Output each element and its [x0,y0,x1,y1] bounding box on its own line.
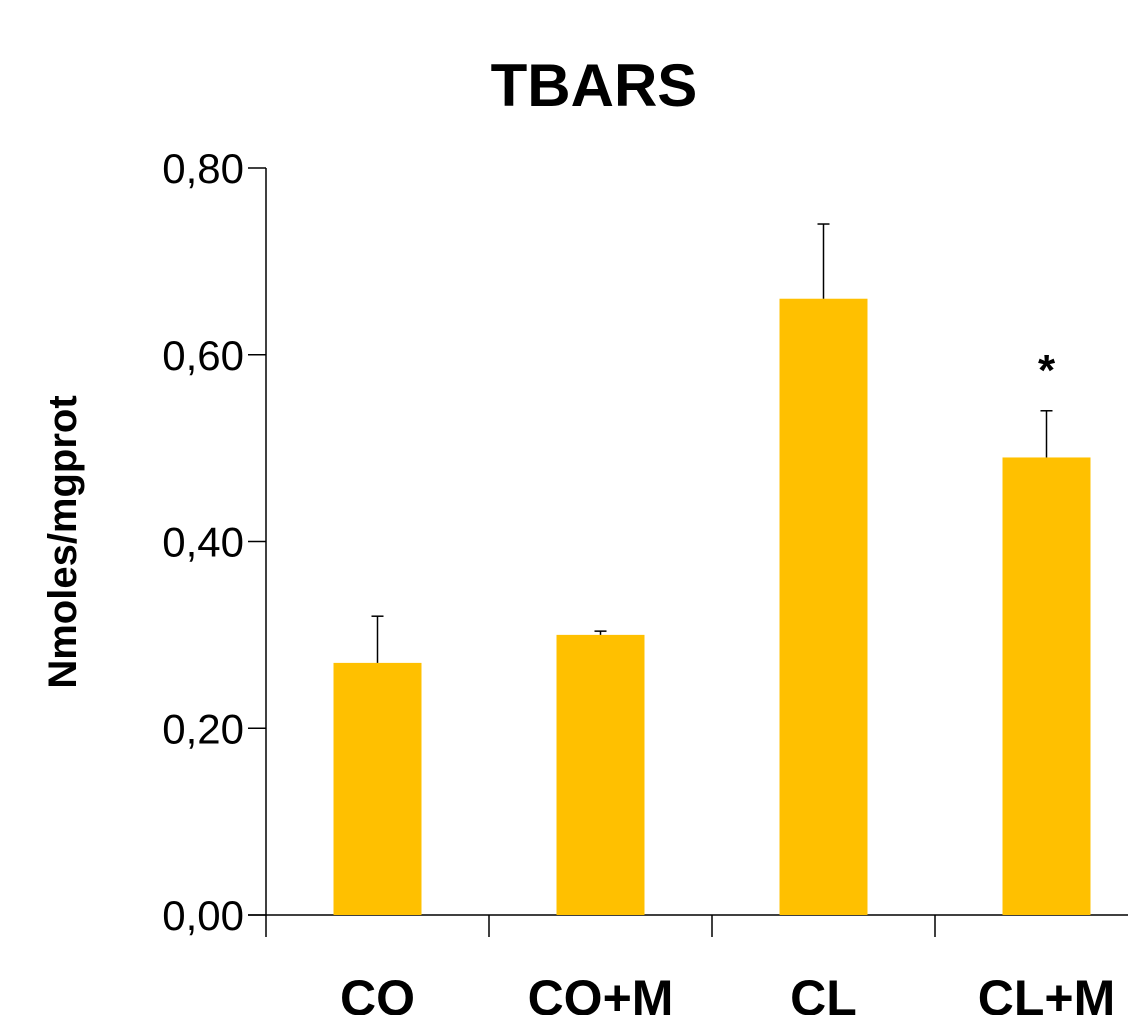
y-tick-label: 0,00 [162,892,244,939]
y-axis-label: Nmoles/mgprot [41,395,85,688]
x-tick-label: CL [790,970,857,1015]
y-tick-label: 0,80 [162,145,244,192]
plot-area: 0,00 0,20 0,40 0,60 0,80 CO CO+M CL CL+M * [162,145,1128,1015]
x-tick-label: CL+M [978,970,1116,1015]
y-tick-label: 0,60 [162,332,244,379]
y-tick-label: 0,40 [162,519,244,566]
significance-marker: * [1038,346,1056,395]
x-tick-label: CO+M [528,970,674,1015]
chart-title: TBARS [491,52,698,119]
bar [556,634,645,915]
bar [1002,457,1091,915]
bar [333,662,422,915]
y-tick-label: 0,20 [162,705,244,752]
x-tick-label: CO [340,970,415,1015]
bar [779,298,868,916]
